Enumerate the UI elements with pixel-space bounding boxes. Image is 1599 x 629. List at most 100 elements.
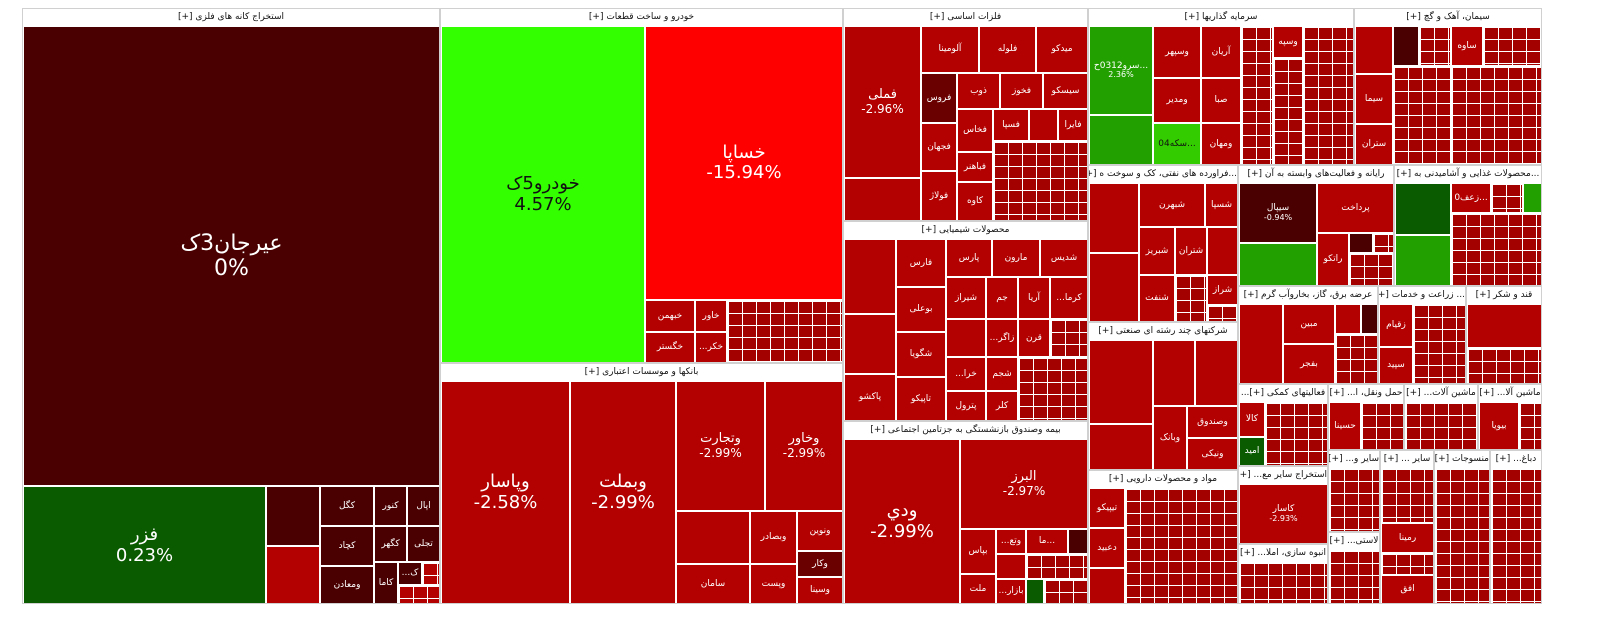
tile-small[interactable]	[1153, 340, 1195, 406]
sector-title[interactable]: خودرو و ساخت قطعات [+]	[441, 9, 842, 27]
tile-sisko[interactable]: سیسکو	[1043, 73, 1087, 109]
tile-shbriz[interactable]: شبریز	[1139, 227, 1175, 275]
tile-paars[interactable]: پارس	[946, 239, 992, 277]
tile-sima[interactable]: سیما	[1355, 74, 1393, 124]
sector-pharma[interactable]: مواد و محصولات دارویی [+] تیپیکو دعبید	[1088, 470, 1238, 604]
tile-fsepa[interactable]: فسپا	[993, 109, 1029, 141]
sector-title[interactable]: محصولات شیمیایی [+]	[844, 222, 1087, 240]
sector-title[interactable]: ... زراعت و خدمات [+]	[1379, 287, 1465, 305]
tile-small[interactable]	[1355, 26, 1393, 74]
tile-ayal[interactable]: اپال	[407, 486, 439, 526]
tile-midko[interactable]: میدکو	[1036, 26, 1087, 73]
sector-title[interactable]: فلزات اساسی [+]	[844, 9, 1087, 27]
tile-cluster[interactable]	[1373, 233, 1393, 253]
sector-leather[interactable]: دباغ... [+]	[1490, 450, 1542, 604]
tile-cluster[interactable]	[1175, 275, 1207, 321]
tile-small[interactable]	[1089, 115, 1153, 164]
tile-vnovin[interactable]: ونوین	[797, 511, 842, 551]
tile-mabin[interactable]: مبین	[1283, 304, 1335, 344]
tile-cluster[interactable]	[1239, 562, 1327, 603]
tile-bualii[interactable]: بوعلی	[896, 287, 946, 332]
sector-title[interactable]: انبوه سازی، املا... [+]	[1239, 545, 1327, 563]
tile-cluster[interactable]	[1335, 334, 1377, 383]
tile-aryan[interactable]: آریان	[1201, 26, 1241, 78]
sector-title[interactable]: ماشین آلا... [+]	[1479, 385, 1541, 403]
sector-auto[interactable]: خودرو و ساخت قطعات [+] خودرو5ک 4.57% خسا…	[440, 8, 843, 363]
sector-title[interactable]: حمل ونقل، ا... [+]	[1329, 385, 1403, 403]
tile-khbahman[interactable]: خبهمن	[645, 300, 695, 332]
tile-small[interactable]	[1195, 340, 1237, 406]
sector-transport[interactable]: حمل ونقل، ا... [+] حسینا	[1328, 384, 1404, 450]
tile-cluster[interactable]	[1361, 402, 1403, 449]
sector-petroleum[interactable]: ...فراورده های نفتی، کک و سوخت ه [+] شبه…	[1088, 165, 1238, 322]
sector-machinery-2[interactable]: ماشین آلا... [+] بیویا	[1478, 384, 1542, 450]
tile-small[interactable]	[1349, 233, 1373, 253]
sector-construction[interactable]: انبوه سازی، املا... [+]	[1238, 544, 1328, 604]
tile-sipal[interactable]: سیپال -0.94%	[1239, 183, 1317, 243]
tile-cluster[interactable]	[993, 141, 1087, 220]
tile-cluster[interactable]	[1491, 468, 1541, 603]
tile-shnaft[interactable]: شنفت	[1139, 275, 1175, 321]
tile-cluster[interactable]	[1044, 579, 1087, 603]
tile-karma[interactable]: ...کرما	[1050, 277, 1087, 319]
sector-computer[interactable]: رایانه و فعالیت‌های وابسته به آن [+] سیپ…	[1238, 165, 1394, 286]
tile-cluster[interactable]	[1349, 253, 1393, 285]
tile-cluster[interactable]	[1419, 26, 1451, 66]
sector-title[interactable]: بیمه وصندوق بازنشستگی به جزتامین اجتماعی…	[844, 422, 1087, 440]
tile-dabid[interactable]: دعبید	[1089, 528, 1125, 568]
tile-small[interactable]	[1395, 235, 1451, 285]
tile-cluster[interactable]	[727, 300, 842, 362]
tile-vbmellat[interactable]: وبملت -2.99%	[570, 381, 676, 603]
tile-cluster[interactable]	[1483, 26, 1541, 66]
tile-zagros[interactable]: ...زاگر	[986, 319, 1018, 357]
tile-vpasar[interactable]: وپاسار -2.58%	[441, 381, 570, 603]
sector-title[interactable]: فعالیتهای کمکی [+]...	[1239, 385, 1327, 403]
tile-cluster[interactable]	[1467, 348, 1541, 383]
tile-tapiko[interactable]: تاپیکو	[896, 377, 946, 420]
tile-small[interactable]	[1239, 304, 1283, 383]
tile-marun[interactable]: مارون	[992, 239, 1040, 277]
tile-zqiam[interactable]: زقیام	[1379, 304, 1413, 347]
tile-small[interactable]	[266, 486, 320, 546]
tile-fors[interactable]: فروس	[921, 73, 957, 123]
tile-small[interactable]	[676, 511, 750, 564]
tile-small[interactable]	[844, 178, 921, 220]
sector-title[interactable]: ...محصولات غذایی و آشامیدنی به [+]	[1395, 166, 1541, 184]
tile-vkhavar[interactable]: وخاور -2.99%	[765, 381, 842, 511]
tile-vnikey[interactable]: ونیکی	[1187, 438, 1237, 469]
tile-cluster[interactable]	[422, 562, 439, 585]
tile-tajli[interactable]: تجلی	[407, 526, 439, 562]
sector-title[interactable]: مواد و محصولات دارویی [+]	[1089, 471, 1237, 489]
sector-basic-metals[interactable]: فلزات اساسی [+] فملی -2.96% آلومینا فلول…	[843, 8, 1088, 221]
sector-title[interactable]: لاستی... [+]	[1329, 533, 1379, 551]
tile-vsepe[interactable]: وسپه	[1273, 26, 1303, 58]
tile-fazar[interactable]: فزر 0.23%	[23, 486, 266, 603]
tile-hasina[interactable]: حسینا	[1329, 402, 1361, 449]
tile-kk[interactable]: ...ک	[398, 562, 422, 585]
tile-cluster[interactable]	[1329, 468, 1379, 531]
tile-kgohar[interactable]: کگهر	[374, 526, 407, 562]
tile-fabhonar[interactable]: فباهنر	[957, 152, 993, 182]
tile-cluster[interactable]	[1405, 402, 1477, 449]
tile-small[interactable]	[266, 546, 320, 603]
tile-shgoya[interactable]: شگویا	[896, 332, 946, 377]
sector-rubber[interactable]: لاستی... [+]	[1328, 532, 1380, 604]
sector-title[interactable]: عرضه برق، گاز، بخاروآب گرم [+]	[1239, 287, 1377, 305]
sector-title[interactable]: سایر و... [+]	[1329, 451, 1379, 469]
tile-folaz[interactable]: فولاژ	[921, 171, 957, 220]
sector-title[interactable]: بانکها و موسسات اعتباری [+]	[441, 364, 842, 382]
sector-title[interactable]: منسوجات [+]	[1435, 451, 1489, 469]
tile-tipiko[interactable]: تیپیکو	[1089, 488, 1125, 528]
tile-vtej[interactable]: ...وتع	[996, 529, 1026, 554]
tile-shraz[interactable]: شراز	[1207, 275, 1237, 305]
tile-small[interactable]	[1395, 183, 1451, 235]
tile-vbsader[interactable]: وبصادر	[750, 511, 797, 564]
sector-title[interactable]: استخراج سایر مع... [+]	[1239, 467, 1327, 485]
tile-cluster[interactable]	[1435, 468, 1489, 603]
tile-small[interactable]	[1361, 304, 1377, 334]
tile-vdi[interactable]: ودي -2.99%	[844, 439, 960, 603]
tile-vpost[interactable]: وپست	[750, 564, 797, 603]
tile-sabba[interactable]: صبا	[1201, 78, 1241, 123]
tile-kasar[interactable]: کاسار -2.93%	[1239, 484, 1327, 543]
tile-faira[interactable]: فایرا	[1058, 109, 1087, 141]
